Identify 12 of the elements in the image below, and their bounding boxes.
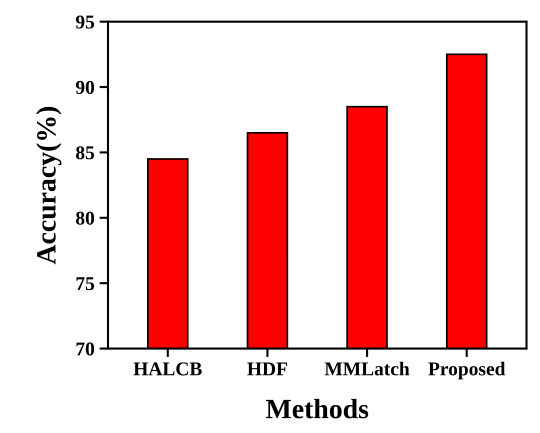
x-tick-label: Proposed xyxy=(428,362,506,380)
x-tick-label: HDF xyxy=(247,362,288,376)
y-axis-title: Accuracy(%) xyxy=(36,106,62,264)
y-tick-label: 95 xyxy=(76,16,94,29)
x-axis-title: Methods xyxy=(266,398,368,418)
y-tick-label: 70 xyxy=(76,342,94,356)
y-tick-label: 80 xyxy=(76,212,94,225)
y-tick-label: 90 xyxy=(76,80,94,94)
y-tick-label: 75 xyxy=(76,277,94,290)
y-tick-label: 85 xyxy=(76,146,94,160)
x-tick-label: MMLatch xyxy=(324,362,410,376)
x-tick-label: HALCB xyxy=(134,362,202,376)
